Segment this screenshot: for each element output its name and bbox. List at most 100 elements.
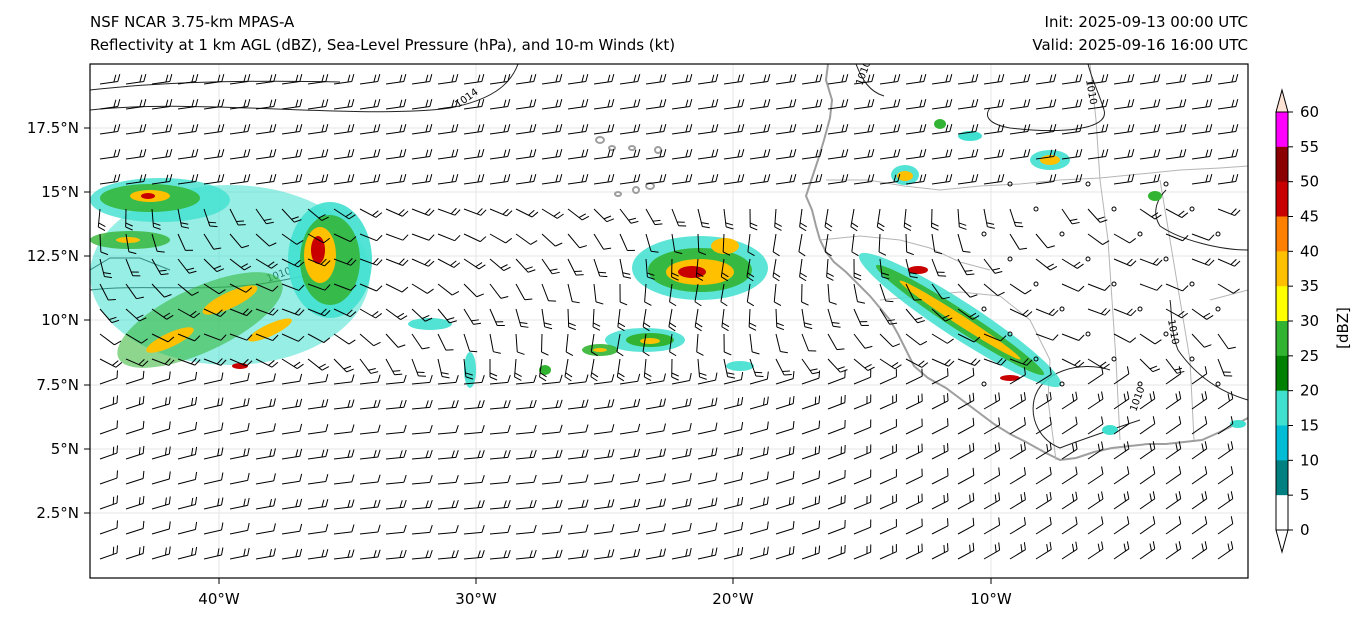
wind-barb: [905, 368, 923, 385]
wind-barb: [593, 124, 615, 135]
wind-barb: [567, 149, 589, 160]
wind-barb: [749, 124, 771, 135]
wind-barb: [1139, 174, 1161, 185]
wind-barb: [957, 174, 979, 185]
wind-barb: [775, 396, 795, 410]
calm-wind-marker: [981, 381, 987, 387]
wind-barb: [463, 233, 487, 243]
wind-barb: [1217, 416, 1234, 435]
wind-barb: [903, 208, 912, 232]
wind-barb: [1139, 258, 1163, 266]
wind-barb: [541, 99, 563, 110]
wind-barb: [826, 258, 834, 281]
wind-barb: [879, 124, 901, 135]
wind-barb: [203, 74, 225, 85]
wind-barb: [905, 493, 923, 510]
calm-wind-marker: [1111, 281, 1117, 287]
wind-barb: [1009, 208, 1024, 228]
wind-barb: [1009, 124, 1031, 135]
wind-barb: [931, 333, 954, 344]
wind-barb: [721, 308, 730, 332]
wind-barb: [515, 208, 539, 218]
wind-barb: [177, 99, 199, 110]
wind-barb: [671, 149, 693, 160]
wind-barb: [749, 396, 769, 410]
wind-barb: [411, 449, 433, 460]
wind-barb: [827, 99, 849, 110]
wind-barb: [593, 474, 615, 485]
wind-barb: [255, 233, 277, 247]
wind-barb: [1087, 466, 1104, 485]
calm-wind-marker: [1007, 331, 1013, 337]
wind-barb: [775, 371, 795, 385]
wind-barb: [255, 258, 278, 269]
wind-barb: [1061, 258, 1084, 269]
wind-barb: [489, 424, 511, 435]
wind-barb: [307, 549, 329, 560]
wind-barb: [515, 258, 536, 273]
reflectivity-field: [90, 119, 1246, 435]
wind-barb: [723, 472, 744, 485]
wind-barb: [853, 444, 872, 460]
wind-barb: [593, 283, 604, 305]
wind-barb: [1165, 308, 1189, 319]
wind-barb: [879, 283, 894, 303]
wind-barb: [983, 149, 1005, 160]
wind-barb: [671, 174, 693, 185]
wind-barb: [125, 174, 147, 185]
wind-barb: [281, 258, 305, 268]
wind-barb: [229, 258, 252, 271]
valid-time: Valid: 2025-09-16 16:00 UTC: [1032, 36, 1248, 54]
wind-barb: [593, 174, 615, 185]
wind-barb: [1191, 258, 1215, 266]
colorbar-segment: [1276, 216, 1288, 252]
wind-barb: [1217, 283, 1240, 294]
wind-barb: [177, 396, 198, 410]
wind-barb: [749, 421, 769, 435]
wind-barb: [1009, 149, 1031, 160]
colorbar-tick-label: 40: [1300, 242, 1319, 260]
wind-barb: [1191, 74, 1213, 85]
wind-barb: [853, 469, 872, 485]
wind-barb: [229, 283, 253, 293]
wind-barb: [203, 283, 226, 295]
wind-barb: [1087, 208, 1108, 223]
calm-wind-marker: [1033, 206, 1039, 212]
wind-barb: [645, 208, 663, 226]
wind-barb: [125, 520, 145, 535]
wind-barb: [1087, 358, 1110, 369]
wind-barb: [99, 470, 118, 485]
wind-barb: [645, 373, 666, 385]
wind-barb: [697, 397, 718, 410]
wind-barb: [853, 258, 862, 281]
wind-barb: [281, 448, 303, 460]
wind-barb: [905, 149, 927, 160]
wind-barb: [203, 497, 224, 510]
wind-barb: [307, 424, 329, 435]
wind-barb: [307, 174, 329, 185]
wind-barb: [957, 333, 981, 343]
init-time: Init: 2025-09-13 00:00 UTC: [1044, 13, 1248, 31]
wind-barb: [905, 283, 922, 301]
wind-barb: [1087, 391, 1104, 410]
cape-verde-islands: [595, 136, 662, 197]
wind-barb: [1035, 149, 1057, 160]
wind-barb: [1165, 391, 1182, 410]
wind-barb: [489, 99, 511, 110]
wind-barb: [905, 99, 927, 110]
wind-barb: [1165, 124, 1187, 135]
wind-barb: [255, 124, 277, 135]
wind-barb: [983, 99, 1005, 110]
wind-barb: [801, 283, 809, 306]
wind-barb: [905, 358, 929, 368]
wind-barb: [177, 371, 198, 385]
wind-barb: [642, 333, 650, 357]
wind-barb: [905, 468, 923, 485]
wind-barb: [1217, 516, 1234, 535]
wind-barb: [645, 473, 666, 485]
colorbar-segment: [1276, 286, 1288, 322]
wind-barbs: [97, 74, 1241, 560]
wind-barb: [983, 442, 1001, 460]
wind-barb: [1087, 283, 1111, 291]
wind-barb: [333, 258, 357, 266]
